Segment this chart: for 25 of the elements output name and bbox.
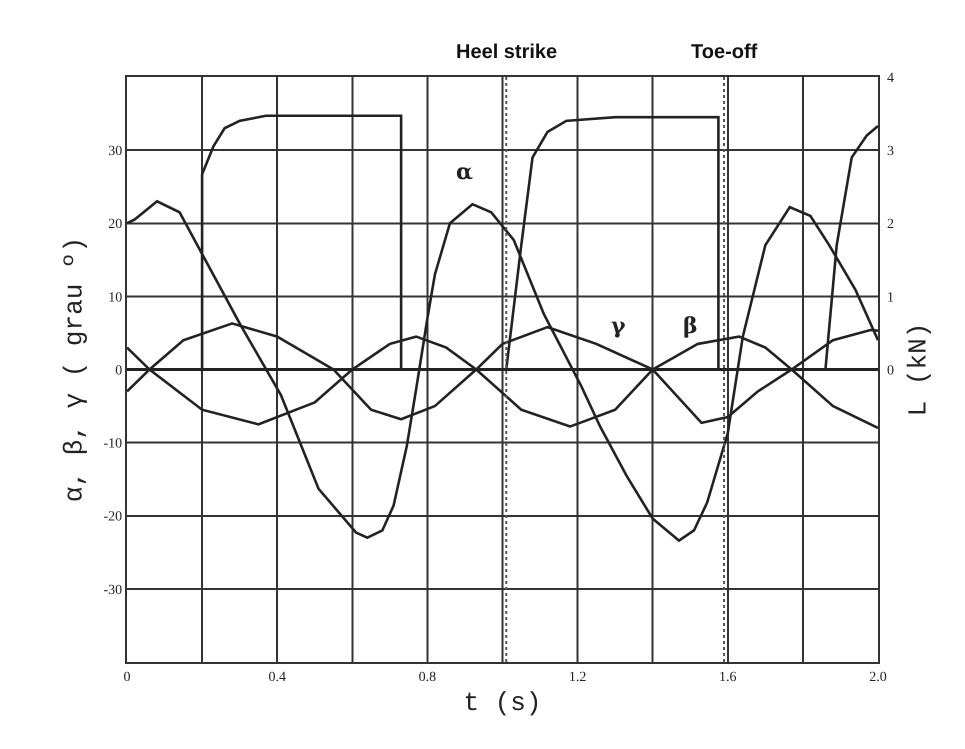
- y2-tick-label: 3: [887, 144, 894, 160]
- series-label: γ: [611, 313, 626, 339]
- series-label: α: [456, 159, 473, 185]
- y2-tick-label: 0: [887, 363, 894, 378]
- y-tick-label: -10: [104, 436, 122, 452]
- y2-tick-label: 4: [887, 70, 894, 86]
- y2-tick-label: 1: [887, 290, 894, 306]
- y-tick-label: -20: [104, 510, 122, 525]
- y2-tick-label: 2: [887, 217, 894, 232]
- y-axis-title: α, β, γ ( grau º): [59, 236, 90, 502]
- ref-line-label: Heel strike: [456, 41, 558, 63]
- ref-line-label: Toe-off: [691, 41, 758, 63]
- x-tick-label: 2.0: [869, 670, 887, 685]
- y-tick-label: -30: [104, 582, 122, 598]
- x-axis-title: t (s): [463, 688, 542, 718]
- x-tick-label: 1.2: [568, 670, 586, 685]
- y-tick-label: 0: [115, 363, 122, 378]
- y-tick-label: 10: [108, 290, 122, 306]
- y-tick-label: 20: [108, 217, 122, 232]
- y2-axis-title: L (kN): [904, 322, 934, 416]
- y-tick-label: 30: [108, 144, 122, 160]
- series-label: β: [683, 313, 698, 339]
- x-tick-label: 0.4: [268, 670, 286, 685]
- x-tick-label: 0.8: [418, 670, 436, 685]
- x-tick-label: 1.6: [719, 670, 737, 685]
